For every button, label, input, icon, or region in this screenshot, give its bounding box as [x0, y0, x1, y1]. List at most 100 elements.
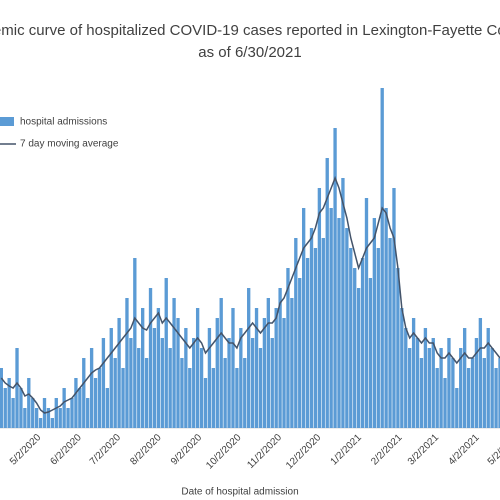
bar	[486, 328, 490, 428]
bar	[439, 348, 443, 428]
bar	[443, 378, 447, 428]
bar	[125, 298, 129, 428]
bar	[349, 248, 353, 428]
bar	[482, 358, 486, 428]
bar	[27, 378, 31, 428]
bar	[137, 348, 141, 428]
bar	[431, 338, 435, 428]
bar	[254, 308, 259, 428]
bar	[309, 228, 314, 428]
bar	[70, 398, 74, 428]
bar	[152, 328, 157, 428]
bar	[400, 308, 404, 428]
bar	[15, 348, 19, 428]
bar	[274, 308, 278, 428]
x-tick-label: 7/2/2020	[88, 432, 124, 468]
bar	[462, 328, 467, 428]
bar	[337, 218, 341, 428]
x-tick-label: 5/2/2020	[8, 432, 44, 468]
bar	[333, 128, 337, 428]
bar	[207, 328, 212, 428]
bar	[305, 258, 310, 428]
bar	[447, 338, 451, 428]
bar	[93, 378, 98, 428]
x-axis-title: Date of hospital admission	[181, 487, 298, 498]
bar	[3, 388, 7, 428]
bar	[74, 378, 78, 428]
bar	[176, 318, 180, 428]
bar	[435, 368, 439, 428]
bar	[490, 348, 494, 428]
moving-average-line	[0, 175, 500, 414]
bar	[144, 358, 149, 428]
bar	[219, 298, 223, 428]
bar	[156, 308, 161, 428]
x-tick-label: 11/2/2020	[245, 432, 284, 471]
bar	[364, 198, 369, 428]
bar	[380, 88, 384, 428]
bar	[239, 328, 243, 428]
bar	[11, 398, 15, 428]
bar	[301, 208, 306, 428]
bar	[498, 358, 500, 428]
bar	[415, 338, 420, 428]
bar	[54, 398, 58, 428]
bar	[78, 388, 82, 428]
bar	[66, 408, 70, 428]
bar	[396, 268, 400, 428]
bar	[195, 308, 200, 428]
bar	[223, 358, 227, 428]
bar	[113, 358, 117, 428]
bar	[141, 308, 145, 428]
bar	[164, 278, 168, 428]
bar	[38, 418, 43, 428]
bar	[227, 338, 231, 428]
bar	[298, 278, 302, 428]
bar	[325, 158, 329, 428]
bar	[129, 338, 133, 428]
bar	[97, 368, 102, 428]
x-tick-label: 2/2/2021	[369, 432, 405, 468]
bar	[243, 358, 247, 428]
bar	[203, 378, 208, 428]
bar	[341, 178, 345, 428]
x-tick-label: 6/2/2020	[49, 432, 85, 468]
bar	[345, 228, 349, 428]
bar	[192, 338, 196, 428]
bar	[266, 298, 270, 428]
bar	[455, 388, 459, 428]
bar	[388, 238, 392, 428]
bar	[278, 288, 282, 428]
bar	[360, 258, 365, 428]
bar	[160, 338, 164, 428]
bar	[34, 408, 39, 428]
bar	[199, 348, 204, 428]
bar	[121, 368, 125, 428]
bar	[356, 288, 361, 428]
bar	[313, 248, 318, 428]
bar	[82, 358, 86, 428]
bar	[231, 308, 235, 428]
x-tick-label: 10/2/2020	[204, 432, 244, 472]
bar	[188, 368, 192, 428]
bar	[353, 268, 357, 428]
bar	[494, 368, 498, 428]
bar	[478, 318, 483, 428]
bar	[262, 318, 267, 428]
bar	[329, 208, 333, 428]
bar	[117, 318, 121, 428]
bar	[31, 398, 35, 428]
bar	[215, 318, 219, 428]
bar	[247, 288, 251, 428]
bar	[474, 338, 479, 428]
legend-label: hospital admissions	[20, 117, 107, 128]
bar	[459, 348, 463, 428]
bar	[258, 348, 263, 428]
bar	[86, 398, 90, 428]
bar	[321, 238, 325, 428]
bar	[404, 328, 408, 428]
bar	[282, 318, 286, 428]
bar	[235, 368, 239, 428]
